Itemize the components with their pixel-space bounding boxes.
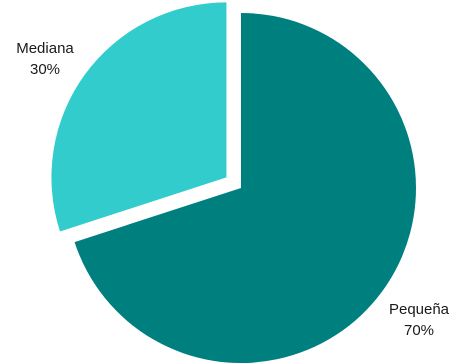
label-mediana-percent: 30% xyxy=(30,61,60,78)
pie-slice-mediana xyxy=(51,2,227,232)
pie-slice-pequena xyxy=(74,13,416,363)
label-pequena-name: Pequeña xyxy=(389,301,450,318)
label-mediana-name: Mediana xyxy=(16,40,74,57)
pie-slices xyxy=(51,2,416,363)
label-pequena-percent: 70% xyxy=(404,322,434,339)
